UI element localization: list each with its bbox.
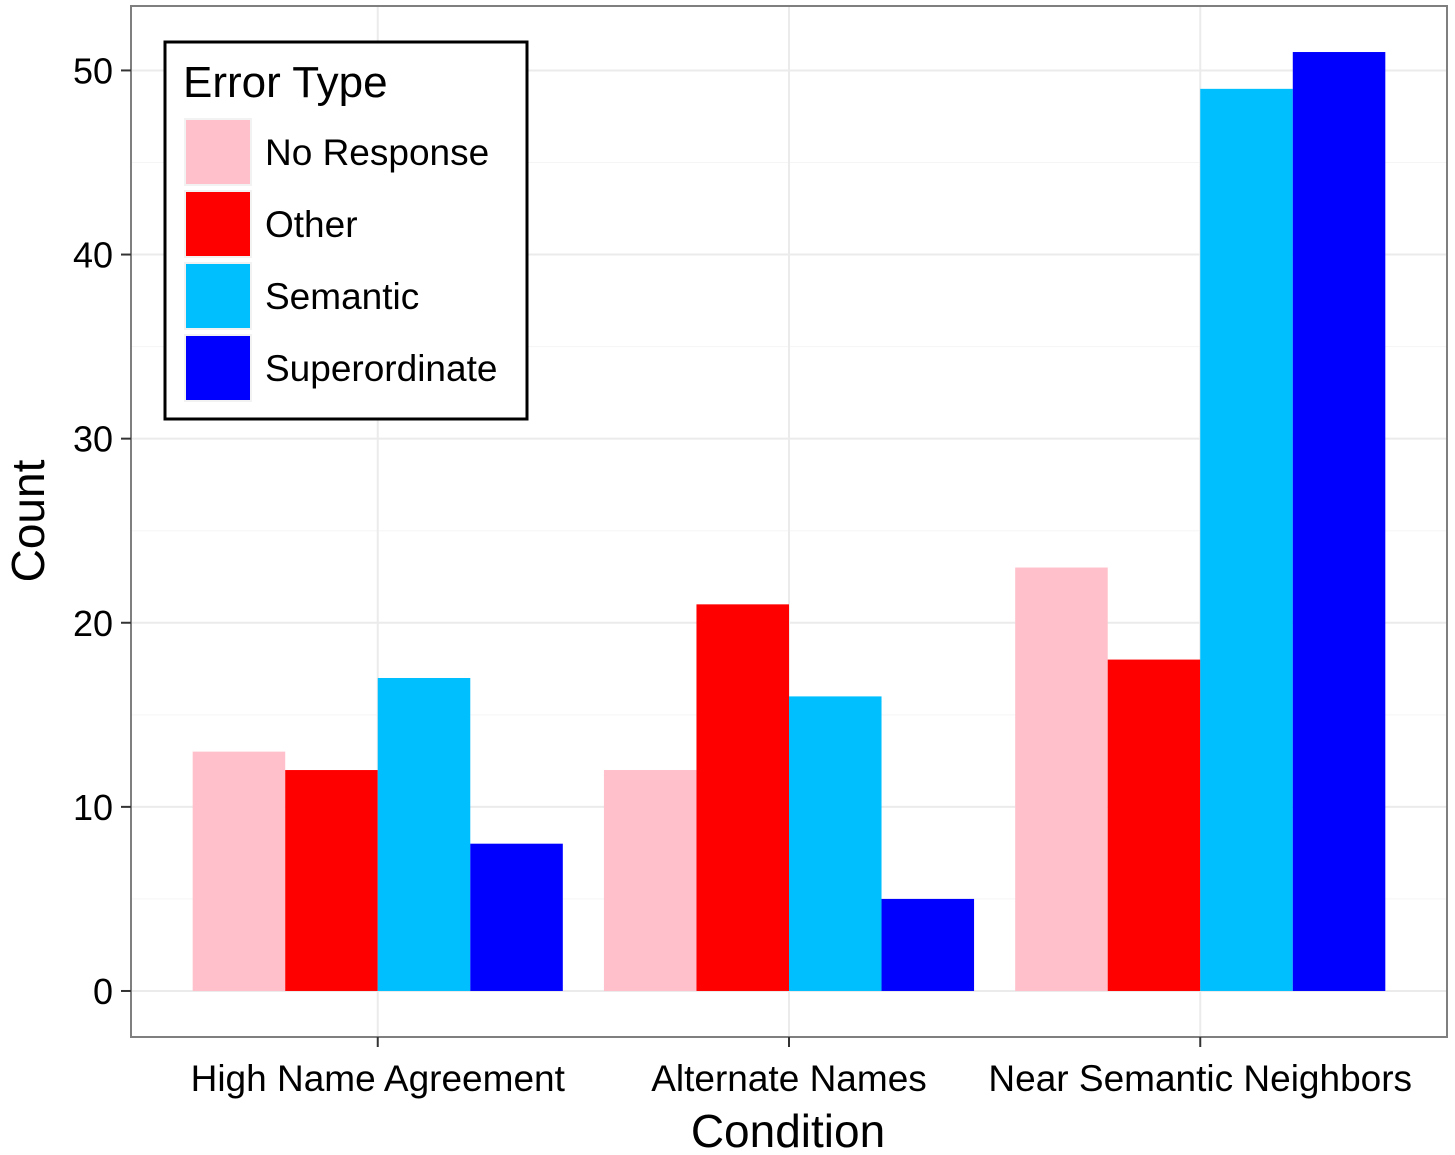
y-tick-label: 40 (73, 235, 113, 276)
y-tick-label: 10 (73, 787, 113, 828)
legend-swatch (186, 192, 250, 256)
bar-no-response (603, 770, 697, 991)
legend-swatch (186, 264, 250, 328)
legend-label: Superordinate (265, 348, 497, 389)
y-tick-label: 20 (73, 603, 113, 644)
y-axis: 0 10 20 30 40 50 (73, 50, 131, 1012)
legend-swatch (186, 120, 250, 184)
x-tick-label: Near Semantic Neighbors (988, 1058, 1412, 1099)
legend-swatch (186, 336, 250, 400)
bar-superordinate (881, 898, 975, 991)
y-axis-title: Count (2, 459, 54, 582)
bar-no-response (1015, 567, 1108, 991)
legend-items: No Response Other Semantic Superordinate (182, 116, 497, 404)
legend-label: Semantic (265, 276, 419, 317)
legend-label: Other (265, 204, 358, 245)
bar-superordinate (470, 843, 563, 991)
bar-semantic (1200, 88, 1293, 991)
bar-other (1107, 659, 1201, 991)
legend: Error Type No Response Other Semantic Super… (163, 40, 529, 421)
bars (192, 52, 1386, 991)
y-tick-label: 50 (73, 50, 113, 91)
bar-other (285, 770, 378, 991)
legend-title: Error Type (183, 58, 388, 107)
y-tick-label: 0 (93, 971, 113, 1012)
legend-label: No Response (265, 132, 489, 173)
bar-semantic (377, 677, 471, 991)
x-axis: High Name Agreement Alternate Names Near S… (191, 1037, 1412, 1099)
bar-other (696, 604, 789, 991)
y-tick-label: 30 (73, 419, 113, 460)
x-axis-title: Condition (691, 1105, 885, 1155)
bar-superordinate (1292, 52, 1386, 991)
bar-semantic (789, 696, 882, 991)
x-tick-label: Alternate Names (651, 1058, 927, 1099)
bar-no-response (192, 751, 286, 991)
x-tick-label: High Name Agreement (191, 1058, 566, 1099)
